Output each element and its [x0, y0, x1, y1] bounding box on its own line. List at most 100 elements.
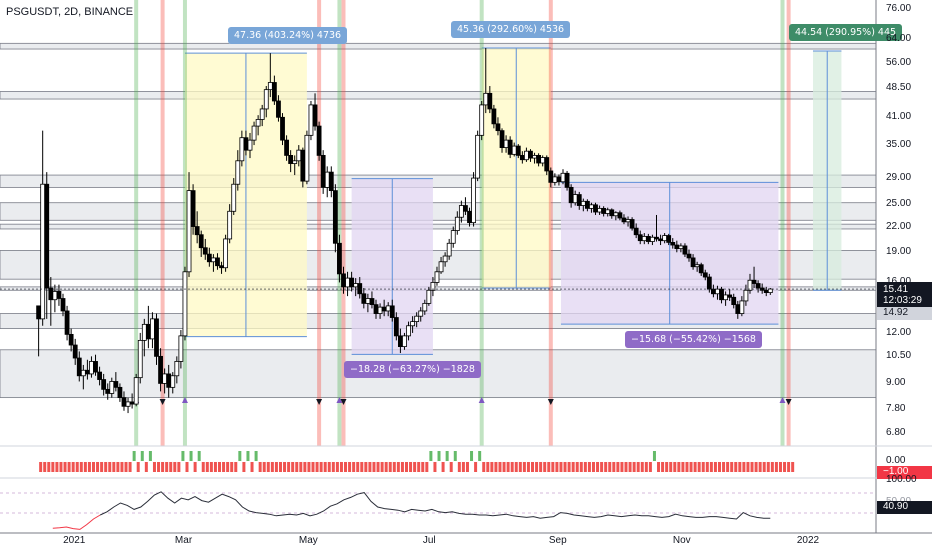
candle-up: [89, 361, 94, 375]
candle-down: [64, 310, 70, 335]
osc-bar-negative: [726, 462, 730, 472]
candle-up: [174, 361, 180, 377]
osc-bar-negative: [400, 462, 404, 472]
candle-up: [540, 157, 546, 164]
candlestick-series: [0, 47, 876, 414]
osc-bar-negative: [498, 462, 502, 472]
osc-bar-negative: [514, 462, 518, 472]
osc-bar-negative: [604, 462, 608, 472]
candle-up: [589, 204, 594, 209]
osc-bar-negative: [258, 462, 262, 472]
osc-bar-negative: [587, 462, 591, 472]
candle-down: [706, 276, 712, 290]
osc-bar-negative: [616, 462, 620, 472]
osc-bar-negative: [213, 462, 217, 472]
green-signal-line: [479, 0, 484, 446]
measure-label-4: −18.28 (−63.27%) −1828: [344, 361, 481, 378]
candle-up: [560, 172, 566, 183]
osc-bar-negative: [234, 462, 238, 472]
osc-bar-negative: [791, 462, 795, 472]
osc-bar-negative: [283, 462, 287, 472]
candle-down: [312, 104, 318, 127]
candle-down: [658, 238, 663, 242]
osc-bar-negative: [665, 462, 669, 472]
osc-bar-negative: [600, 462, 604, 472]
candle-down: [280, 116, 285, 141]
osc-bar-negative: [409, 462, 413, 472]
osc-bar-negative: [384, 462, 388, 472]
candle-up: [52, 291, 58, 301]
last-price-value: 15.41: [883, 284, 909, 295]
candle-up: [133, 377, 139, 405]
osc-bar-negative: [218, 462, 222, 472]
candle-up: [125, 401, 131, 407]
rsi-line: [99, 491, 771, 520]
osc-bar-negative: [657, 462, 661, 472]
osc-bar-negative: [161, 462, 165, 472]
time-tick-label: Nov: [672, 535, 691, 546]
price-tick-label: 22.00: [886, 220, 912, 232]
candle-up: [767, 288, 773, 293]
candle-down: [158, 355, 163, 384]
candle-up: [430, 282, 436, 291]
osc-bar-negative: [722, 462, 726, 472]
candle-up: [694, 264, 700, 268]
candle-down: [276, 100, 281, 118]
osc-bar-negative: [274, 462, 278, 472]
price-zone: [0, 91, 877, 100]
candle-down: [576, 194, 582, 206]
candle-down: [361, 293, 367, 304]
osc-bar-negative: [368, 462, 372, 472]
osc-bar-negative: [669, 462, 673, 472]
osc-bar-negative: [717, 462, 721, 472]
osc-bar-negative: [278, 462, 282, 472]
osc-bar-negative: [518, 462, 522, 472]
osc-bar-negative: [71, 462, 75, 472]
osc-bar-positive: [197, 451, 201, 461]
osc-bar-negative: [482, 462, 486, 472]
candle-up: [150, 318, 155, 340]
rsi-axis-100: 100.00: [886, 474, 917, 485]
candle-down: [495, 123, 501, 132]
osc-bar-negative: [55, 462, 59, 472]
candle-down: [154, 318, 159, 357]
osc-bar-negative: [205, 462, 209, 472]
pane-frames: [0, 0, 932, 534]
candle-down: [499, 130, 505, 148]
osc-bar-negative: [510, 462, 514, 472]
candle-down: [731, 296, 737, 306]
osc-bar-negative: [307, 462, 311, 472]
osc-bar-negative: [571, 462, 575, 472]
rsi-value-tag: 40.90: [877, 501, 932, 514]
price-tick-label: 29.00: [886, 172, 912, 184]
rsi-pane: [0, 491, 876, 530]
osc-bar-negative: [770, 462, 774, 472]
candle-down: [219, 265, 224, 269]
price-tick-label: 10.50: [886, 350, 912, 362]
candle-up: [438, 261, 444, 273]
candle-down: [56, 291, 62, 299]
measure-boxes: [184, 47, 842, 355]
price-zone: [0, 42, 877, 50]
osc-bar-negative: [376, 462, 380, 472]
candle-up: [308, 104, 314, 136]
candle-up: [239, 137, 245, 162]
candle-up: [406, 325, 411, 337]
osc-bar-negative: [502, 462, 506, 472]
price-tick-label: 56.00: [886, 56, 912, 68]
osc-bar-negative: [173, 462, 177, 472]
candle-up: [471, 177, 476, 224]
osc-bar-negative: [270, 462, 274, 472]
osc-bar-negative: [579, 462, 583, 472]
candle-down: [507, 139, 513, 155]
candle-down: [719, 288, 724, 301]
candle-up: [743, 289, 749, 302]
bar-countdown: 12:03:29: [883, 295, 922, 306]
price-tick-label: 9.00: [886, 377, 906, 389]
osc-bar-negative: [201, 462, 205, 472]
osc-bar-negative: [303, 462, 307, 472]
buy-signal-arrow: [779, 397, 786, 403]
osc-bar-negative: [648, 462, 652, 472]
candle-down: [72, 344, 78, 359]
osc-bar-negative: [421, 462, 425, 472]
